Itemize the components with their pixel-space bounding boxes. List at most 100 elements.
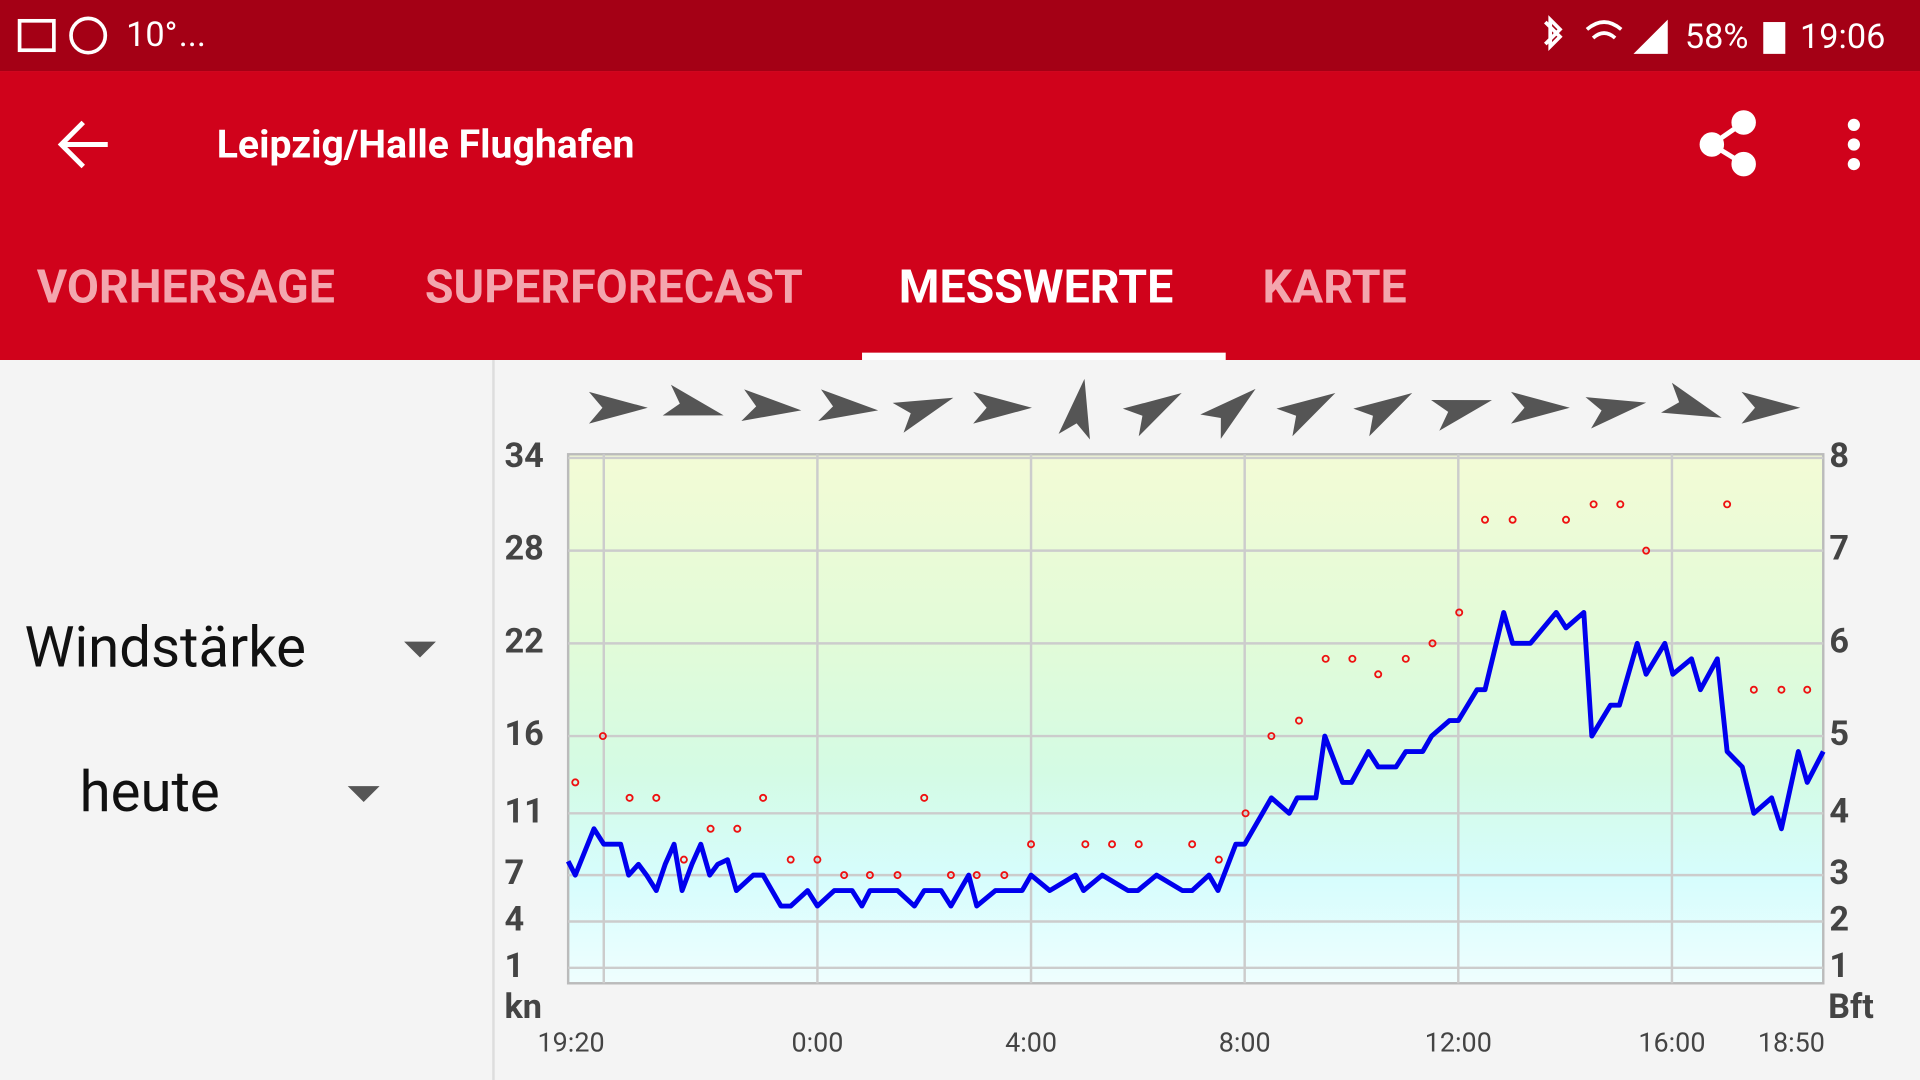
- y2-tick-label: 1: [1829, 946, 1849, 986]
- gust-dot: [786, 855, 795, 864]
- share-button[interactable]: [1699, 110, 1756, 177]
- wind-direction-arrow: [1511, 391, 1570, 424]
- gust-dot: [1321, 654, 1330, 663]
- x-tick-label: 19:20: [538, 1027, 605, 1059]
- gust-dot: [893, 871, 902, 880]
- y-tick-label: 4: [504, 900, 524, 940]
- x-tick-label: 8:00: [1219, 1027, 1271, 1059]
- wind-direction-arrow: [662, 384, 724, 416]
- gust-dot: [1000, 871, 1009, 880]
- wind-direction-arrow: [1585, 397, 1647, 429]
- gust-dot: [1642, 546, 1651, 555]
- wind-direction-arrow: [1431, 399, 1492, 431]
- wind-direction-arrow: [1276, 393, 1336, 437]
- y2-axis-label: Bft: [1828, 987, 1874, 1027]
- wind-direction-arrow: [973, 391, 1032, 424]
- gust-dot: [1081, 840, 1090, 849]
- x-tick-label: 12:00: [1425, 1027, 1492, 1059]
- y2-tick-label: 6: [1829, 621, 1849, 661]
- gust-dot: [1803, 685, 1812, 694]
- gust-dot: [652, 793, 661, 802]
- station-title: Leipzig/Halle Flughafen: [217, 121, 635, 167]
- parameter-select[interactable]: Windstärke: [24, 614, 306, 680]
- gust-dot: [1481, 515, 1489, 524]
- gust-dot: [733, 824, 742, 833]
- clock: 19:06: [1800, 17, 1885, 57]
- y-tick-label: 22: [504, 621, 543, 661]
- wind-direction-arrow: [818, 389, 879, 422]
- y2-tick-label: 2: [1829, 900, 1849, 940]
- gust-dot: [1188, 840, 1197, 849]
- gust-dot: [706, 824, 715, 833]
- x-tick-label: 16:00: [1638, 1027, 1705, 1059]
- gust-dot: [972, 871, 981, 880]
- wind-direction-arrow: [1058, 378, 1090, 440]
- app-bar: [0, 71, 1920, 360]
- gust-dot: [1027, 840, 1036, 849]
- bluetooth-icon: [1544, 15, 1563, 51]
- status-bar: [0, 0, 1920, 72]
- x-tick-label: 4:00: [1005, 1027, 1057, 1059]
- y2-tick-label: 7: [1829, 529, 1849, 569]
- x-tick-label: 0:00: [791, 1027, 843, 1059]
- y-tick-label: 16: [504, 714, 543, 754]
- y2-tick-label: 8: [1829, 436, 1849, 476]
- gust-dot: [1589, 500, 1598, 509]
- gust-dot: [1134, 840, 1143, 849]
- signal-icon: [1633, 19, 1668, 54]
- x-tick-label: 18:50: [1758, 1027, 1825, 1059]
- gust-dot: [1267, 732, 1276, 741]
- gust-dot: [840, 871, 849, 880]
- y-tick-label: 28: [504, 529, 543, 569]
- gust-dot: [920, 793, 929, 802]
- wind-direction-arrow: [1661, 382, 1722, 418]
- wind-direction-arrow: [1353, 393, 1413, 437]
- gust-dot: [1455, 608, 1464, 617]
- gust-dot: [1294, 716, 1303, 725]
- gust-dot: [1723, 500, 1732, 509]
- divider: [492, 360, 495, 1080]
- tab[interactable]: VORHERSAGE: [37, 261, 335, 315]
- gust-dot: [1401, 654, 1410, 663]
- y2-tick-label: 3: [1829, 853, 1849, 893]
- gust-dot: [946, 871, 955, 880]
- gust-dot: [865, 871, 874, 880]
- gust-dot: [1508, 515, 1517, 524]
- tab[interactable]: KARTE: [1262, 261, 1406, 315]
- gust-dot: [679, 855, 688, 864]
- gust-dot: [759, 793, 768, 802]
- gust-dot: [1616, 500, 1625, 509]
- y-tick-label: 34: [504, 436, 543, 476]
- dropdown-arrow: [404, 641, 436, 658]
- menu-button[interactable]: [1847, 118, 1860, 171]
- gust-dot: [1749, 685, 1758, 694]
- gust-dot: [1428, 639, 1437, 648]
- gust-dot: [813, 855, 822, 864]
- whatsapp-icon: [69, 16, 108, 55]
- gust-dot: [1374, 670, 1383, 679]
- battery-percent: 58%: [1685, 17, 1749, 57]
- wind-direction-arrow: [588, 391, 648, 424]
- gust-dot: [1108, 840, 1117, 849]
- tab-indicator: [862, 352, 1226, 360]
- y-tick-label: 11: [504, 791, 543, 831]
- gallery-icon: [17, 18, 56, 53]
- gust-dot: [1562, 515, 1570, 524]
- wifi-icon: [1585, 20, 1623, 40]
- tab[interactable]: MESSWERTE: [899, 261, 1173, 315]
- gust-dot: [1214, 855, 1223, 864]
- gust-dot: [1241, 809, 1250, 818]
- back-button[interactable]: [57, 120, 108, 169]
- wind-direction-arrow: [741, 389, 802, 422]
- y2-tick-label: 4: [1829, 791, 1849, 831]
- gust-dot: [625, 793, 634, 802]
- gust-dot: [1348, 654, 1357, 663]
- battery-icon: [1763, 22, 1786, 54]
- tab[interactable]: SUPERFORECAST: [425, 261, 803, 315]
- period-select[interactable]: heute: [80, 759, 220, 825]
- gust-dot: [1777, 685, 1786, 694]
- wind-direction-arrow: [1122, 393, 1182, 437]
- wind-direction-arrow: [1741, 391, 1801, 424]
